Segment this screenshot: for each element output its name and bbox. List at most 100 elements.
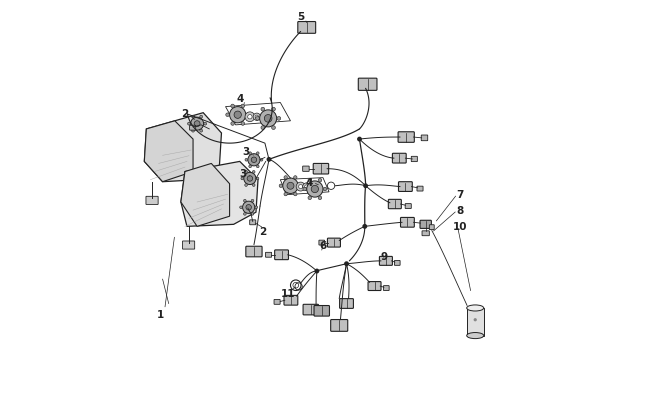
Circle shape: [303, 183, 310, 191]
Circle shape: [241, 122, 244, 126]
Circle shape: [256, 152, 259, 155]
Circle shape: [188, 123, 190, 126]
Circle shape: [231, 105, 235, 109]
Text: 5: 5: [297, 12, 304, 22]
FancyBboxPatch shape: [303, 305, 318, 315]
Circle shape: [474, 318, 477, 322]
FancyBboxPatch shape: [393, 154, 406, 164]
FancyBboxPatch shape: [319, 241, 324, 245]
Ellipse shape: [467, 333, 484, 339]
Circle shape: [255, 207, 257, 209]
Circle shape: [318, 179, 322, 183]
Circle shape: [244, 173, 256, 185]
FancyBboxPatch shape: [314, 306, 330, 316]
FancyBboxPatch shape: [421, 136, 428, 141]
Circle shape: [248, 154, 260, 166]
Circle shape: [261, 126, 265, 130]
Ellipse shape: [467, 305, 484, 311]
Circle shape: [246, 114, 250, 117]
Circle shape: [252, 171, 255, 174]
FancyBboxPatch shape: [400, 218, 414, 228]
Circle shape: [242, 202, 255, 214]
Circle shape: [190, 118, 203, 131]
FancyBboxPatch shape: [250, 220, 256, 225]
Polygon shape: [181, 162, 258, 227]
Circle shape: [194, 122, 200, 127]
Circle shape: [357, 137, 362, 142]
Circle shape: [279, 185, 283, 188]
Circle shape: [251, 200, 254, 202]
Circle shape: [272, 126, 276, 130]
Circle shape: [298, 185, 303, 189]
Circle shape: [265, 115, 272, 123]
Circle shape: [362, 224, 367, 229]
Text: 11: 11: [280, 289, 295, 298]
Circle shape: [200, 116, 203, 119]
Circle shape: [246, 205, 252, 211]
Circle shape: [296, 183, 305, 192]
Circle shape: [245, 113, 255, 122]
Circle shape: [259, 111, 277, 128]
Text: 2: 2: [259, 227, 266, 237]
FancyBboxPatch shape: [331, 320, 348, 331]
Circle shape: [249, 166, 252, 168]
FancyBboxPatch shape: [411, 157, 417, 162]
Circle shape: [241, 178, 244, 180]
FancyBboxPatch shape: [430, 225, 434, 230]
Circle shape: [251, 158, 257, 163]
FancyBboxPatch shape: [265, 253, 272, 258]
Circle shape: [244, 213, 246, 216]
FancyBboxPatch shape: [368, 282, 381, 291]
Circle shape: [255, 117, 259, 121]
Circle shape: [294, 176, 297, 180]
FancyBboxPatch shape: [417, 187, 423, 192]
Circle shape: [277, 117, 281, 121]
Circle shape: [298, 185, 302, 188]
FancyBboxPatch shape: [303, 167, 309, 172]
FancyBboxPatch shape: [246, 247, 262, 257]
FancyBboxPatch shape: [313, 164, 329, 175]
FancyBboxPatch shape: [422, 231, 430, 236]
FancyBboxPatch shape: [398, 132, 414, 143]
Bar: [467, 308, 484, 336]
Text: 4: 4: [236, 94, 244, 104]
Circle shape: [248, 115, 252, 119]
Circle shape: [272, 108, 276, 112]
Circle shape: [256, 178, 259, 180]
Circle shape: [231, 122, 235, 126]
FancyBboxPatch shape: [274, 300, 280, 305]
Circle shape: [261, 108, 265, 112]
FancyBboxPatch shape: [183, 241, 194, 249]
Circle shape: [344, 262, 349, 266]
Circle shape: [253, 114, 261, 121]
Polygon shape: [144, 113, 222, 182]
Circle shape: [245, 184, 248, 187]
Text: 1: 1: [157, 309, 164, 319]
Circle shape: [363, 184, 368, 189]
Text: 4: 4: [305, 177, 313, 187]
Text: 2: 2: [181, 109, 188, 118]
Text: 3: 3: [242, 147, 250, 157]
Circle shape: [200, 130, 203, 133]
Circle shape: [204, 123, 207, 126]
Circle shape: [240, 207, 242, 209]
Circle shape: [311, 186, 318, 193]
Circle shape: [307, 181, 323, 198]
Circle shape: [244, 200, 246, 202]
Circle shape: [315, 269, 319, 274]
FancyBboxPatch shape: [190, 126, 196, 131]
Polygon shape: [144, 122, 193, 182]
Text: 6: 6: [320, 240, 327, 250]
Circle shape: [234, 112, 241, 119]
Circle shape: [226, 114, 229, 117]
Circle shape: [245, 159, 248, 162]
Circle shape: [305, 185, 308, 189]
Circle shape: [284, 193, 287, 196]
FancyBboxPatch shape: [146, 197, 158, 205]
FancyBboxPatch shape: [339, 299, 354, 309]
Circle shape: [266, 158, 272, 162]
Text: 10: 10: [452, 222, 467, 232]
FancyBboxPatch shape: [275, 250, 289, 260]
Circle shape: [255, 116, 259, 119]
Circle shape: [318, 196, 322, 200]
